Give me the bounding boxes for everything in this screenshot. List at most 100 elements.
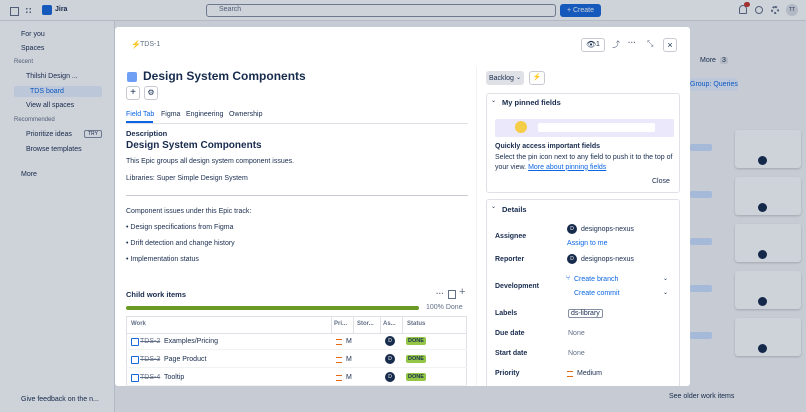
app-switcher[interactable] [25, 7, 32, 14]
selected-item-bg [14, 86, 102, 97]
card-avatar [758, 203, 767, 212]
eye-icon: 👁 [586, 40, 597, 49]
description-label: Description [126, 129, 168, 138]
work-key[interactable]: TDS-2 [140, 338, 161, 345]
field-value[interactable]: Create branch [574, 276, 619, 283]
automation-button[interactable]: ⚡ [529, 71, 545, 85]
column-header: Pri... [334, 321, 348, 327]
card[interactable] [735, 130, 801, 168]
description-text: Component issues under this Epic track: [126, 208, 252, 215]
sidebar-item[interactable]: Browse templates [26, 146, 82, 153]
watch-button[interactable] [581, 38, 605, 52]
work-summary[interactable]: Page Product [164, 356, 207, 363]
issue-title[interactable]: Design System Components [143, 69, 306, 83]
work-key[interactable]: TDS-3 [140, 356, 161, 363]
sidebar-item[interactable]: TDS board [30, 88, 64, 95]
group-button[interactable]: Group: Queries [686, 78, 738, 91]
field-label: Assignee [495, 233, 527, 240]
chevron: ⌄ [663, 290, 669, 296]
child-add[interactable]: + [459, 286, 466, 298]
field-label: Development [495, 283, 539, 290]
description-heading: Design System Components [126, 140, 262, 151]
see-older[interactable]: See older work items [669, 393, 735, 400]
field-action[interactable]: Assign to me [567, 240, 608, 247]
card-tag [690, 238, 712, 245]
field-label: Reporter [495, 256, 525, 263]
avatar[interactable]: TT [786, 4, 798, 16]
work-summary[interactable]: Examples/Pricing [164, 338, 219, 345]
sidebar-item[interactable]: Prioritize ideas [26, 131, 72, 138]
status-lozenge[interactable]: DONE [406, 355, 426, 363]
chevron[interactable]: ⌄ [491, 204, 497, 210]
top-bar [0, 0, 806, 21]
card[interactable] [735, 224, 801, 262]
jira-logo[interactable] [42, 5, 52, 15]
sidebar-item[interactable]: More [21, 171, 37, 178]
collapse[interactable]: ⤡ [647, 39, 654, 48]
child-table [126, 316, 467, 386]
status-button[interactable] [486, 71, 524, 85]
notifications[interactable] [739, 5, 747, 14]
chevron[interactable]: ⌄ [491, 98, 497, 104]
tab[interactable]: Ownership [229, 111, 263, 118]
field-action[interactable]: Create commit [574, 290, 620, 297]
work-key[interactable]: TDS-4 [140, 374, 161, 381]
tab[interactable]: Figma [161, 111, 181, 118]
field-value[interactable]: designops-nexus [581, 226, 634, 233]
tabs-line [126, 123, 468, 124]
story-icon [131, 356, 139, 364]
status-lozenge[interactable]: DONE [406, 373, 426, 381]
assignee: D [385, 336, 395, 346]
column-divider [380, 316, 381, 333]
sidebar-item[interactable]: Thilshi Design ... [26, 73, 78, 80]
card[interactable] [735, 271, 801, 309]
more-actions[interactable]: ··· [628, 38, 636, 47]
epic-icon: ⚡ [131, 40, 141, 49]
sidebar-item[interactable]: Spaces [21, 45, 45, 52]
field-label: Labels [495, 310, 518, 317]
sidebar-section: Recommended [14, 117, 55, 123]
settings[interactable] [771, 6, 779, 14]
pinned-close[interactable]: Close [652, 178, 670, 185]
column-header: Stor... [357, 321, 374, 327]
field-value[interactable]: None [568, 350, 585, 357]
pinned-panel [486, 93, 680, 193]
status-chevron: ⌄ [516, 75, 522, 81]
field-value[interactable]: Medium [577, 370, 602, 377]
tab[interactable]: Engineering [186, 111, 224, 118]
create-button[interactable]: + Create [560, 4, 601, 17]
search-box[interactable] [206, 4, 556, 17]
child-more[interactable]: ··· [436, 289, 444, 298]
avatar: D [567, 254, 577, 264]
sidebar-toggle[interactable] [10, 7, 19, 16]
apps-button[interactable]: ⚙ [144, 86, 158, 100]
sidebar-item[interactable]: View all spaces [26, 102, 75, 109]
chevron: ⌄ [663, 276, 669, 282]
tab-more[interactable]: More [700, 57, 716, 64]
field-value[interactable]: ds-library [568, 309, 603, 318]
child-view[interactable] [448, 290, 456, 299]
tab[interactable]: Field Tab [126, 111, 155, 118]
issue-key[interactable]: TDS-1 [140, 41, 161, 48]
card[interactable] [735, 177, 801, 215]
status-lozenge[interactable]: DONE [406, 337, 426, 345]
add-button[interactable]: + [126, 86, 140, 100]
card[interactable] [735, 318, 801, 356]
card-tag [690, 285, 712, 292]
field-value[interactable]: None [568, 330, 585, 337]
branch-icon: ⑂ [566, 275, 571, 282]
row-line [126, 367, 467, 368]
close-button[interactable]: × [663, 38, 677, 52]
sidebar-item[interactable]: For you [21, 31, 45, 38]
pinned-text: Select the pin icon next to any field to… [495, 153, 675, 172]
field-value[interactable]: designops-nexus [581, 256, 634, 263]
column-divider [353, 316, 354, 333]
work-summary[interactable]: Tooltip [164, 374, 185, 381]
share[interactable]: ⤴ [612, 40, 620, 49]
card-tag [690, 191, 712, 198]
feedback-link[interactable]: Give feedback on the n... [21, 396, 99, 403]
header-line [126, 333, 467, 334]
help[interactable] [755, 6, 763, 14]
pinned-link[interactable]: More about pinning fields [528, 163, 607, 171]
